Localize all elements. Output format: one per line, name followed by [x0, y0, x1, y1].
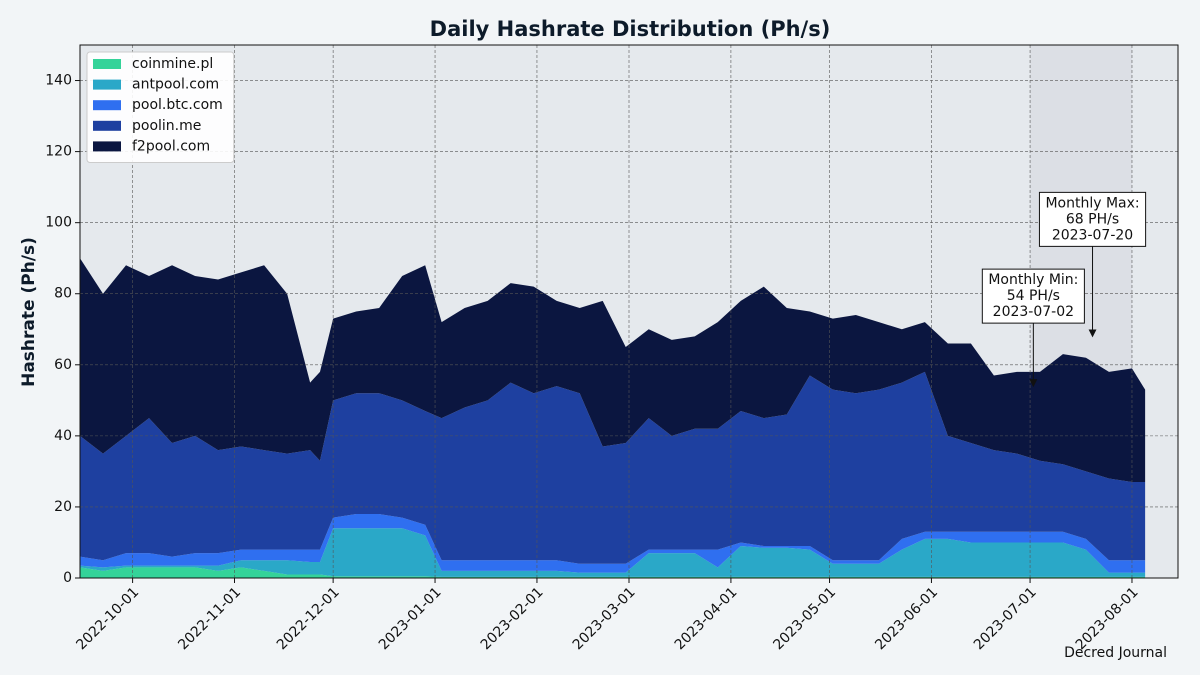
annotation-box	[1038, 191, 1147, 247]
x-tick-label: 2022-11-01	[175, 584, 244, 653]
annotation-box	[981, 268, 1085, 324]
legend-label: antpool.com	[132, 77, 219, 93]
y-tick-label: 40	[54, 428, 72, 444]
legend-label: poolin.me	[132, 118, 201, 134]
x-tick-label: 2022-10-01	[73, 584, 142, 653]
area	[80, 258, 1146, 483]
annotation-text: 54 PH/s	[1007, 288, 1060, 304]
y-tick-label: 20	[54, 499, 72, 515]
x-tick-label: 2023-06-01	[872, 584, 941, 653]
annotation-text: Monthly Min:	[988, 272, 1078, 288]
x-tick-label: 2022-12-01	[274, 584, 343, 653]
legend-swatch	[93, 59, 121, 69]
x-tick-label: 2023-01-01	[376, 584, 445, 653]
chart-title: Daily Hashrate Distribution (Ph/s)	[430, 17, 831, 41]
legend-swatch	[93, 79, 121, 90]
y-tick-label: 140	[45, 73, 72, 89]
annotation-text: 68 PH/s	[1066, 211, 1119, 227]
legend: coinmine.pl antpool.com pool.btc.com poolin…	[86, 51, 235, 163]
legend-label: coinmine.pl	[132, 56, 213, 72]
plot-frame	[79, 44, 1179, 579]
x-tick-label: 2023-05-01	[770, 584, 839, 653]
footer: Decred Journal	[1064, 645, 1167, 661]
legend-swatch	[93, 100, 121, 111]
x-tick-label: 2023-04-01	[672, 584, 741, 653]
annotation-text: 2023-07-02	[993, 304, 1074, 320]
legend-box	[86, 51, 235, 163]
annotation-text: 2023-07-20	[1052, 227, 1133, 243]
x-tick-label: 2023-08-01	[1073, 584, 1142, 653]
area	[80, 528, 1146, 577]
x-tick-label: 2023-07-01	[971, 584, 1040, 653]
legend-swatch	[93, 141, 121, 152]
y-tick-label: 0	[63, 570, 72, 586]
y-tick-label: 100	[45, 215, 72, 231]
legend-label: f2pool.com	[132, 138, 210, 154]
y-axis-label: Hashrate (Ph/s)	[19, 237, 39, 387]
y-tick-label: 120	[45, 144, 72, 160]
area	[80, 371, 1146, 564]
annotation-text: Monthly Max:	[1045, 195, 1139, 211]
x-tick-label: 2023-02-01	[478, 584, 547, 653]
legend-swatch	[93, 120, 121, 131]
x-tick-label: 2023-03-01	[570, 584, 639, 653]
legend-label: pool.btc.com	[132, 97, 223, 113]
y-tick-label: 60	[54, 357, 72, 373]
y-tick-label: 80	[54, 286, 72, 302]
